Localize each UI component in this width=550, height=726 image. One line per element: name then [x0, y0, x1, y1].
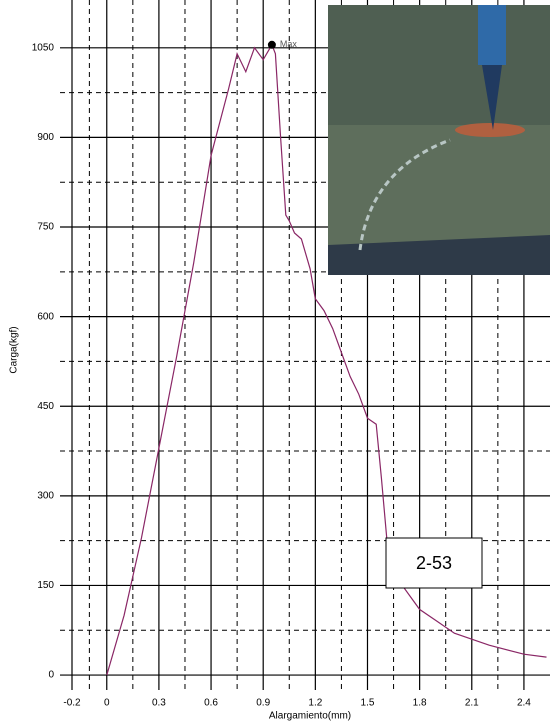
x-tick-label: -0.2: [63, 698, 81, 709]
x-tick-label: 0.9: [256, 698, 270, 709]
max-marker: [267, 40, 276, 49]
max-label: Max: [280, 39, 298, 49]
y-tick-label: 450: [37, 401, 54, 412]
x-axis-label: Alargamiento(mm): [269, 711, 351, 722]
y-tick-label: 300: [37, 490, 54, 501]
x-tick-label: 0.6: [204, 698, 218, 709]
y-tick-label: 900: [37, 132, 54, 143]
photo-tool: [478, 5, 506, 65]
x-tick-label: 1.2: [308, 698, 322, 709]
y-tick-label: 150: [37, 580, 54, 591]
inset-photo: [328, 5, 550, 275]
x-tick-label: 1.5: [361, 698, 375, 709]
y-tick-label: 750: [37, 222, 54, 233]
y-axis-label: Carga(kgf): [9, 326, 20, 373]
x-tick-label: 0.3: [152, 698, 166, 709]
x-tick-label: 1.8: [413, 698, 427, 709]
photo-crack: [358, 138, 451, 251]
x-tick-label: 2.4: [517, 698, 531, 709]
annotation-box: [385, 537, 483, 589]
photo-tip: [482, 65, 502, 130]
y-tick-label: 600: [37, 311, 54, 322]
x-tick-label: 0: [104, 698, 110, 709]
annotation: 2-53: [416, 553, 452, 573]
photo-spot: [455, 123, 525, 137]
x-tick-label: 2.1: [465, 698, 479, 709]
photo-edge: [328, 235, 550, 275]
y-tick-label: 1050: [32, 42, 55, 53]
y-tick-label: 0: [48, 670, 54, 681]
photo-top: [328, 5, 550, 125]
